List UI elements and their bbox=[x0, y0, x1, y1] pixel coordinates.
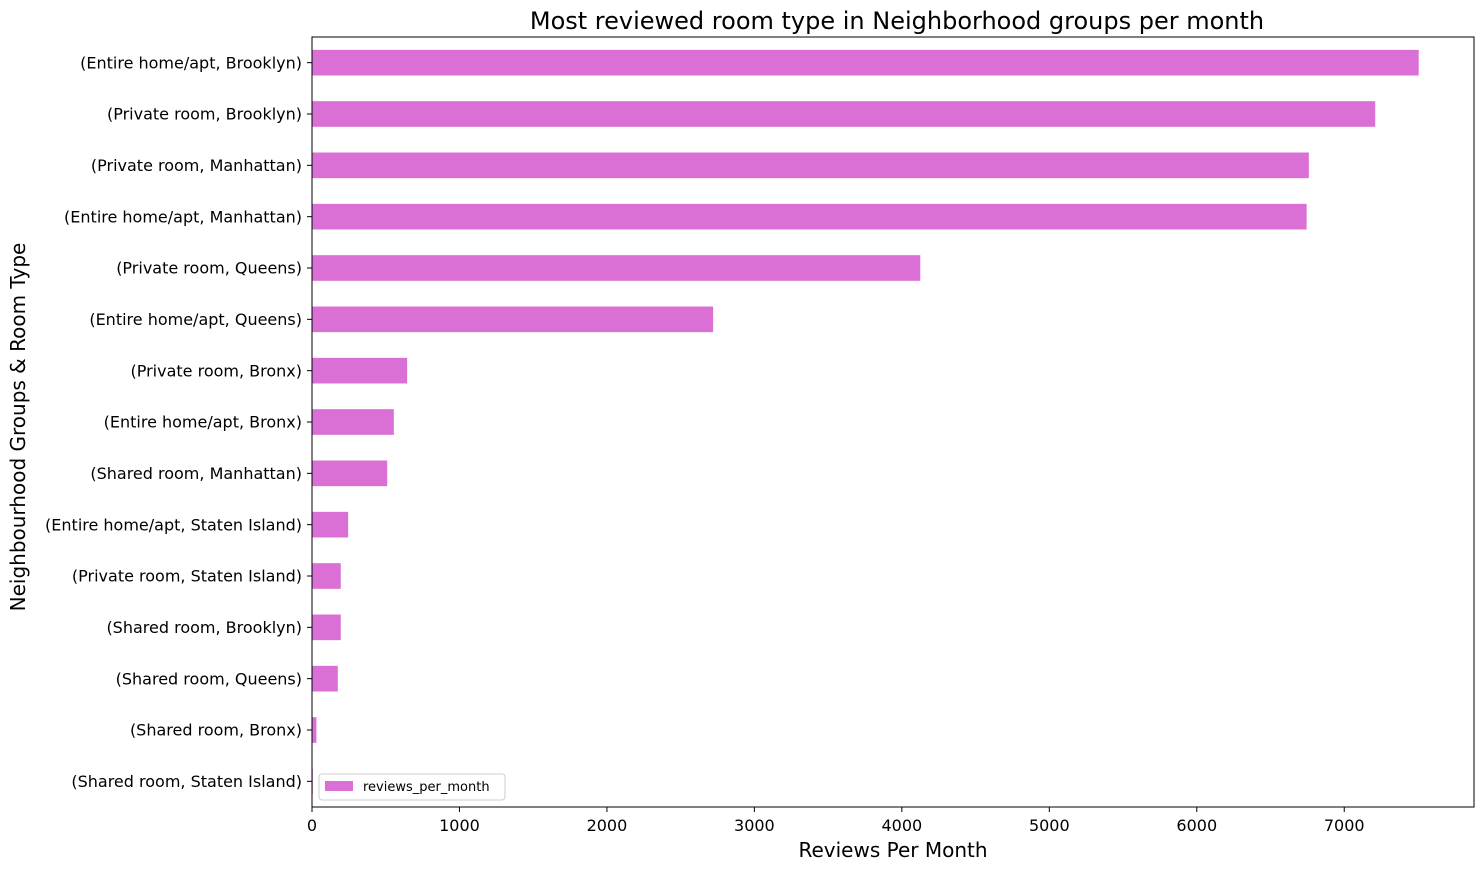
bar-1 bbox=[312, 101, 1376, 127]
bar-4 bbox=[312, 255, 921, 281]
x-tick-label: 3000 bbox=[734, 816, 775, 835]
y-axis-ticks: (Entire home/apt, Brooklyn) (Private room… bbox=[45, 53, 312, 791]
bar-7 bbox=[312, 409, 394, 435]
x-tick-label: 2000 bbox=[587, 816, 628, 835]
y-tick-label: (Shared room, Queens) bbox=[116, 669, 302, 688]
bar-5 bbox=[312, 306, 714, 333]
y-tick-label: (Entire home/apt, Bronx) bbox=[104, 413, 302, 432]
x-axis-ticks: 0 1000 2000 3000 4000 5000 6000 7000 bbox=[307, 807, 1365, 835]
bar-10 bbox=[312, 563, 341, 589]
bar-13 bbox=[312, 717, 317, 743]
chart-title: Most reviewed room type in Neighborhood … bbox=[530, 7, 1264, 35]
y-tick-label: (Private room, Bronx) bbox=[130, 361, 302, 380]
y-tick-label: (Shared room, Manhattan) bbox=[90, 464, 302, 483]
legend-label: reviews_per_month bbox=[363, 780, 490, 795]
y-tick-label: (Private room, Manhattan) bbox=[91, 156, 302, 175]
bar-0 bbox=[312, 49, 1419, 76]
x-tick-label: 5000 bbox=[1029, 816, 1070, 835]
bar-11 bbox=[312, 614, 341, 641]
plot-frame bbox=[311, 36, 1475, 808]
y-tick-label: (Private room, Staten Island) bbox=[72, 567, 302, 586]
y-tick-label: (Private room, Brooklyn) bbox=[107, 105, 302, 124]
bars bbox=[312, 49, 1419, 795]
x-tick-label: 7000 bbox=[1324, 816, 1365, 835]
legend: reviews_per_month bbox=[318, 773, 506, 801]
y-tick-label: (Entire home/apt, Staten Island) bbox=[45, 515, 302, 534]
y-axis-title: Neighbourhood Groups & Room Type bbox=[6, 243, 30, 612]
y-tick-label: (Entire home/apt, Brooklyn) bbox=[80, 53, 302, 72]
y-tick-label: (Entire home/apt, Manhattan) bbox=[64, 207, 302, 226]
x-tick-label: 1000 bbox=[439, 816, 480, 835]
x-tick-label: 0 bbox=[307, 816, 317, 835]
bar-6 bbox=[312, 357, 408, 384]
legend-frame bbox=[318, 773, 506, 801]
bar-2 bbox=[312, 152, 1309, 179]
y-tick-label: (Shared room, Bronx) bbox=[130, 721, 302, 740]
bar-8 bbox=[312, 460, 388, 487]
legend-swatch bbox=[325, 781, 353, 791]
y-tick-label: (Shared room, Staten Island) bbox=[71, 772, 302, 791]
bar-12 bbox=[312, 665, 338, 692]
bar-9 bbox=[312, 511, 349, 538]
bar-3 bbox=[312, 203, 1307, 230]
y-tick-label: (Entire home/apt, Queens) bbox=[89, 310, 302, 329]
y-tick-label: (Shared room, Brooklyn) bbox=[106, 618, 302, 637]
x-tick-label: 6000 bbox=[1176, 816, 1217, 835]
y-tick-label: (Private room, Queens) bbox=[116, 259, 302, 278]
x-axis-title: Reviews Per Month bbox=[798, 838, 987, 862]
x-tick-label: 4000 bbox=[881, 816, 922, 835]
